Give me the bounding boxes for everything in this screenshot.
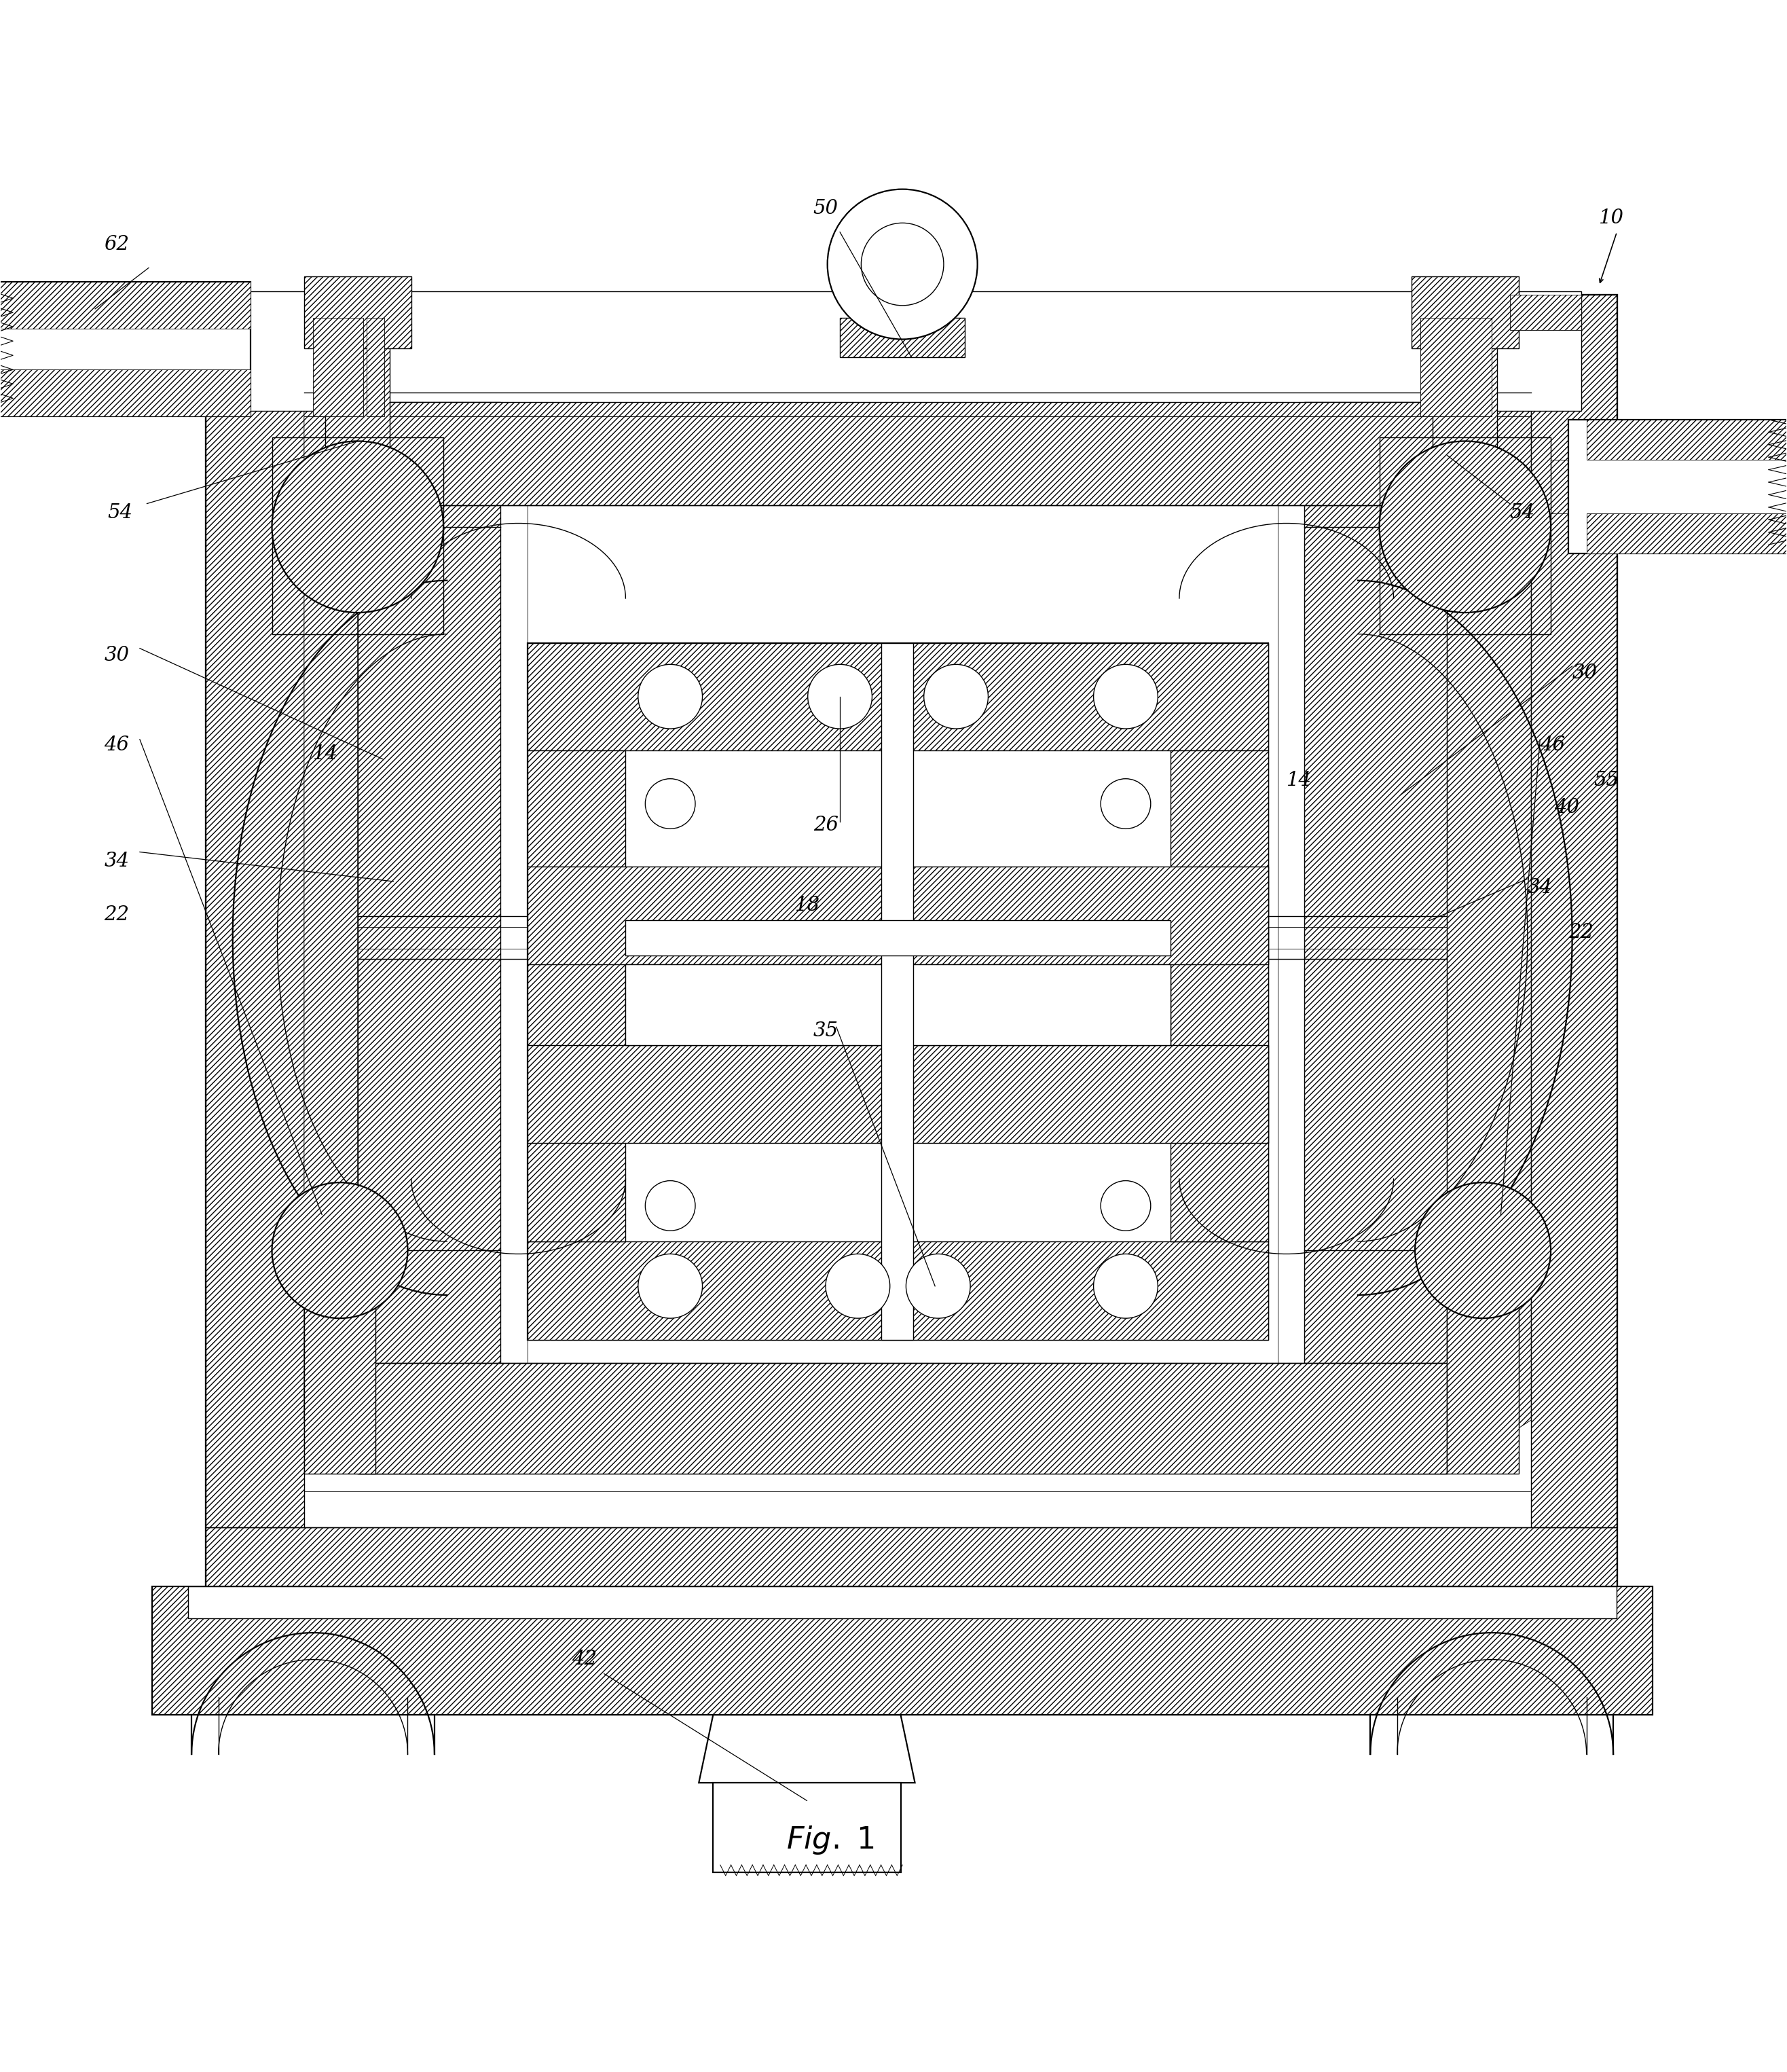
Text: 14: 14 [1287,771,1312,789]
Polygon shape [527,642,1269,1341]
Circle shape [1094,1254,1158,1318]
Polygon shape [625,966,1170,1044]
Text: 14: 14 [313,744,338,762]
Polygon shape [357,402,500,1473]
Circle shape [272,441,443,613]
Text: 10: 10 [1599,207,1624,228]
Circle shape [1380,441,1551,613]
Polygon shape [527,1241,1269,1341]
Text: 34: 34 [1528,879,1553,897]
Polygon shape [1551,460,1596,514]
Circle shape [906,1254,970,1318]
Polygon shape [527,750,625,1241]
Polygon shape [881,642,913,1341]
Text: 22: 22 [1569,922,1594,943]
Polygon shape [1587,514,1787,553]
Polygon shape [713,1782,901,1873]
Polygon shape [625,920,1170,955]
Polygon shape [241,290,1581,410]
Circle shape [1101,779,1151,829]
Circle shape [1101,1181,1151,1231]
Polygon shape [304,1295,375,1473]
Circle shape [808,665,872,729]
Polygon shape [527,1044,1269,1144]
Text: 26: 26 [813,816,838,835]
Circle shape [1415,1183,1551,1318]
Text: 62: 62 [104,234,129,255]
Text: 50: 50 [813,199,838,218]
Text: 46: 46 [104,736,129,754]
Polygon shape [304,278,411,348]
Polygon shape [527,866,1269,966]
Polygon shape [0,282,250,416]
Text: 54: 54 [1510,503,1535,522]
Text: 55: 55 [1594,771,1619,789]
Polygon shape [0,282,250,329]
Text: 42: 42 [572,1649,597,1668]
Circle shape [638,665,702,729]
Text: 54: 54 [107,503,132,522]
Circle shape [645,779,695,829]
Polygon shape [699,1716,915,1782]
Text: 18: 18 [795,895,820,916]
Polygon shape [357,402,1447,1473]
Circle shape [826,1254,890,1318]
Circle shape [827,189,977,340]
Polygon shape [1421,317,1492,416]
Circle shape [272,1183,407,1318]
Polygon shape [1170,750,1269,1241]
Text: 40: 40 [1555,798,1580,816]
Polygon shape [1305,402,1447,1473]
Polygon shape [206,1527,1617,1600]
Polygon shape [1447,1295,1519,1473]
Polygon shape [188,1587,1617,1618]
Polygon shape [527,642,1269,750]
Polygon shape [357,402,1447,506]
Text: 30: 30 [104,646,129,665]
Circle shape [1094,665,1158,729]
Polygon shape [325,327,390,506]
Text: 30: 30 [1573,663,1598,684]
Polygon shape [0,369,250,416]
Polygon shape [304,394,357,1473]
Polygon shape [313,317,363,416]
Polygon shape [1433,327,1498,506]
Polygon shape [357,1363,1447,1473]
Polygon shape [1412,278,1519,348]
Circle shape [924,665,988,729]
Polygon shape [1569,421,1787,553]
Text: 46: 46 [1540,736,1565,754]
Polygon shape [366,317,384,416]
Circle shape [645,1181,695,1231]
Polygon shape [206,294,1617,1600]
Polygon shape [1510,294,1581,329]
Text: $\mathit{Fig.}\ 1$: $\mathit{Fig.}\ 1$ [786,1825,874,1857]
Polygon shape [1531,294,1617,1600]
Text: 34: 34 [104,852,129,870]
Polygon shape [206,294,304,1600]
Circle shape [861,224,944,305]
Text: 35: 35 [813,1021,838,1040]
Text: 22: 22 [104,905,129,924]
Polygon shape [840,317,965,356]
Polygon shape [152,1587,1653,1716]
Polygon shape [1587,421,1787,460]
Polygon shape [206,294,1617,394]
Polygon shape [1447,394,1531,1473]
Circle shape [638,1254,702,1318]
